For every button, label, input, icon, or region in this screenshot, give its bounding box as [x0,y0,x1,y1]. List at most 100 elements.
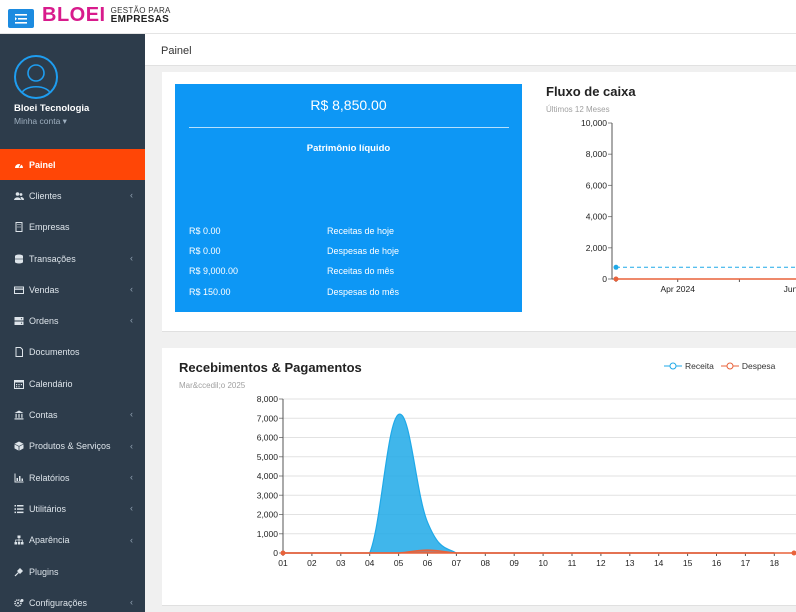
cashflow-subtitle: Últimos 12 Meses [546,105,610,114]
sidebar-item-label: Clientes [29,190,62,201]
legend-receita[interactable]: Receita [664,361,714,371]
payments-title: Recebimentos & Pagamentos [179,360,362,375]
x-tick-label: 13 [625,558,635,568]
cashflow-chart: 0 2,000 4,000 6,000 8,000 10,000 Apr 2024 Jun 2… [581,118,796,294]
sitemap-icon [14,535,24,545]
x-tick-label: 04 [365,558,375,568]
chevron-left-icon: ‹ [130,409,133,420]
y-tick-label: 6,000 [257,433,279,443]
cogs-icon [14,598,24,607]
x-tick-label: 16 [712,558,722,568]
brand-logo[interactable]: BLOEI GESTÃO PARA EMPRESAS [42,5,171,25]
receita-area [283,414,775,553]
credit-card-icon [14,286,24,294]
document-icon [15,347,23,358]
x-tick-label: 09 [509,558,519,568]
y-tick-label: 8,000 [257,394,279,404]
divider [189,127,509,128]
summary-label: Despesas do mês [327,287,400,297]
y-tick-label: 2,000 [257,510,279,520]
y-tick-label: 5,000 [257,452,279,462]
chevron-left-icon: ‹ [130,471,133,482]
dashboard-icon [15,163,23,168]
sidebar-item-clientes[interactable]: Clientes ‹ [0,180,145,211]
bar-chart-icon [14,473,24,483]
x-tick-label: 10 [538,558,548,568]
summary-label: Receitas de hoje [327,226,395,236]
sidebar-item-utilitarios[interactable]: Utilitários ‹ [0,493,145,524]
x-tick-label: 06 [423,558,433,568]
chevron-left-icon: ‹ [130,315,133,326]
legend-despesa-label: Despesa [741,361,776,371]
sidebar-item-contas[interactable]: Contas ‹ [0,399,145,430]
despesa-point [791,550,796,556]
sidebar-item-label: Vendas [29,284,60,295]
legend-despesa[interactable]: Despesa [720,361,776,371]
y-tick-label: 4,000 [586,212,608,222]
receita-line [283,413,775,554]
y-tick-label: 10,000 [581,118,607,128]
chevron-left-icon: ‹ [130,597,133,608]
sidebar-item-label: Documentos [29,347,80,358]
sidebar-item-configuracoes[interactable]: Configurações ‹ [0,587,145,612]
sidebar-item-plugins[interactable]: Plugins [0,556,145,587]
server-icon [14,317,24,326]
summary-value: R$ 0.00 [189,246,221,256]
account-menu-toggle[interactable]: Minha conta ▾ [14,116,67,126]
sidebar-item-label: Plugins [29,566,59,577]
payments-subtitle: Mar&ccedil;o 2025 [179,381,246,390]
y-tick-label: 6,000 [586,180,608,190]
chevron-left-icon: ‹ [130,534,133,545]
avatar[interactable] [14,55,58,99]
menu-icon [15,13,27,24]
sidebar-item-produtos-servicos[interactable]: Produtos & Serviços ‹ [0,431,145,462]
bank-icon [14,410,24,420]
calendar-icon [14,379,24,389]
sidebar-item-calendario[interactable]: Calendário [0,368,145,399]
sidebar-item-label: Calendário [29,378,73,389]
sidebar-item-label: Relatórios [29,472,70,483]
database-icon [15,254,23,264]
sidebar-item-painel[interactable]: Painel [0,149,145,181]
despesa-point [613,276,619,282]
list-icon [14,504,24,514]
logo-mark: BLOEI [42,4,106,26]
y-tick-label: 1,000 [257,529,279,539]
sidebar-item-relatorios[interactable]: Relatórios ‹ [0,462,145,493]
sidebar-item-aparencia[interactable]: Aparência ‹ [0,525,145,556]
chevron-left-icon: ‹ [130,503,133,514]
x-tick-label: 14 [654,558,664,568]
x-tick-label: 17 [741,558,751,568]
payments-panel: Recebimentos & Pagamentos Mar&ccedil;o 2… [162,348,796,606]
sidebar-item-ordens[interactable]: Ordens ‹ [0,305,145,336]
legend-line-icon [720,362,739,370]
net-worth-amount: R$ 8,850.00 [310,97,387,113]
summary-label: Despesas de hoje [327,246,400,256]
cube-icon [14,441,24,451]
sidebar-item-vendas[interactable]: Vendas ‹ [0,274,145,305]
x-tick-label: 02 [307,558,317,568]
y-tick-label: 4,000 [257,471,279,481]
x-tick-label: 11 [568,558,577,568]
summary-value: R$ 9,000.00 [189,266,239,276]
chart-legend: Receita Despesa [664,361,782,371]
sidebar-item-label: Utilitários [29,503,67,514]
plug-icon [14,567,23,576]
sidebar-item-label: Empresas [29,222,70,233]
y-tick-label: 0 [602,274,607,284]
x-tick-label: 05 [394,558,404,568]
sidebar-item-transacoes[interactable]: Transações ‹ [0,243,145,274]
sidebar-item-empresas[interactable]: Empresas [0,212,145,243]
x-tick-label: 12 [596,558,606,568]
menu-toggle-button[interactable] [8,9,34,28]
x-tick-label: 18 [770,558,780,568]
y-tick-label: 7,000 [257,413,279,423]
summary-panel: R$ 8,850.00 Patrimônio líquido R$ 0.00 R… [162,72,796,332]
x-tick-label: Apr 2024 [660,284,695,294]
sidebar-nav: Painel Clientes ‹ Empresas Transações ‹ … [0,149,145,612]
x-tick-label: 08 [481,558,491,568]
cashflow-title: Fluxo de caixa [546,84,636,99]
x-tick-label: Jun 2024 [784,284,796,294]
y-tick-label: 0 [273,548,278,558]
sidebar-item-documentos[interactable]: Documentos [0,337,145,368]
